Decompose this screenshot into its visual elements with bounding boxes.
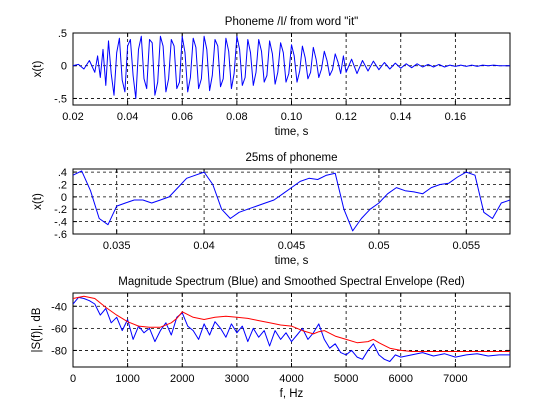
signal-line bbox=[73, 170, 510, 232]
y-tick-label: -40 bbox=[51, 301, 67, 313]
x-tick-label: 0 bbox=[70, 373, 76, 385]
chart-title: 25ms of phoneme bbox=[245, 152, 337, 164]
x-tick-label: 0.05 bbox=[368, 240, 389, 252]
x-tick-label: 0.12 bbox=[335, 111, 356, 123]
y-axis-label: x(t) bbox=[32, 61, 44, 78]
y-axis-label: x(t) bbox=[32, 193, 44, 210]
y-tick-label: 0 bbox=[61, 192, 67, 204]
y-tick-label: -.4 bbox=[54, 217, 67, 229]
smoothed-spectral-envelope-line bbox=[73, 295, 510, 352]
y-tick-label: -80 bbox=[51, 345, 67, 357]
x-tick-label: 7000 bbox=[443, 373, 467, 385]
y-tick-label: .2 bbox=[58, 179, 67, 191]
y-tick-label: -.6 bbox=[54, 229, 67, 241]
signal-line bbox=[73, 35, 510, 99]
y-tick-label: 0 bbox=[61, 61, 67, 73]
chart-title: Magnitude Spectrum (Blue) and Smoothed S… bbox=[118, 276, 465, 288]
y-tick-label: -.2 bbox=[54, 204, 67, 216]
x-axis-label: time, s bbox=[275, 126, 309, 138]
x-tick-label: 0.16 bbox=[445, 111, 466, 123]
chart-panel-2: 0.035 0.04 0.045 0.05 0.055 .4.20-.2-.4-.6 25m… bbox=[32, 152, 511, 267]
x-tick-label: 0.14 bbox=[390, 111, 411, 123]
x-axis-label: f, Hz bbox=[280, 388, 304, 400]
x-tick-label: 5000 bbox=[334, 373, 358, 385]
magnitude-spectrum-line bbox=[73, 296, 510, 362]
x-tick-label: 0.035 bbox=[103, 240, 131, 252]
y-tick-label: .4 bbox=[58, 167, 67, 179]
y-tick-label: .5 bbox=[58, 28, 67, 40]
x-tick-label: 4000 bbox=[279, 373, 303, 385]
y-tick-label: -.5 bbox=[54, 93, 67, 105]
x-tick-label: 0.10 bbox=[281, 111, 302, 123]
x-tick-label: 0.02 bbox=[62, 111, 83, 123]
y-tick-label: -60 bbox=[51, 323, 67, 335]
x-tick-label: 0.08 bbox=[226, 111, 247, 123]
x-tick-label: 0.04 bbox=[193, 240, 214, 252]
x-tick-label: 6000 bbox=[389, 373, 413, 385]
chart-panel-3: 0 1000 2000 3000 4000 5000 6000 7000 -40 -60 -80 Ma… bbox=[31, 276, 511, 400]
x-axis-label: time, s bbox=[275, 255, 309, 267]
x-tick-label: 0.06 bbox=[172, 111, 193, 123]
x-tick-label: 0.04 bbox=[117, 111, 138, 123]
y-axis-label: |S(f)|, dB bbox=[31, 307, 43, 352]
x-tick-label: 0.045 bbox=[278, 240, 306, 252]
chart-panel-1: 0.02 0.04 0.06 0.08 0.10 0.12 0.14 0.16 -.5 0 .5 Ph… bbox=[32, 16, 511, 138]
x-tick-label: 2000 bbox=[170, 373, 194, 385]
x-tick-label: 3000 bbox=[225, 373, 249, 385]
chart-title: Phoneme /I/ from word "it" bbox=[225, 16, 358, 28]
x-tick-label: 1000 bbox=[115, 373, 139, 385]
x-tick-label: 0.055 bbox=[453, 240, 481, 252]
